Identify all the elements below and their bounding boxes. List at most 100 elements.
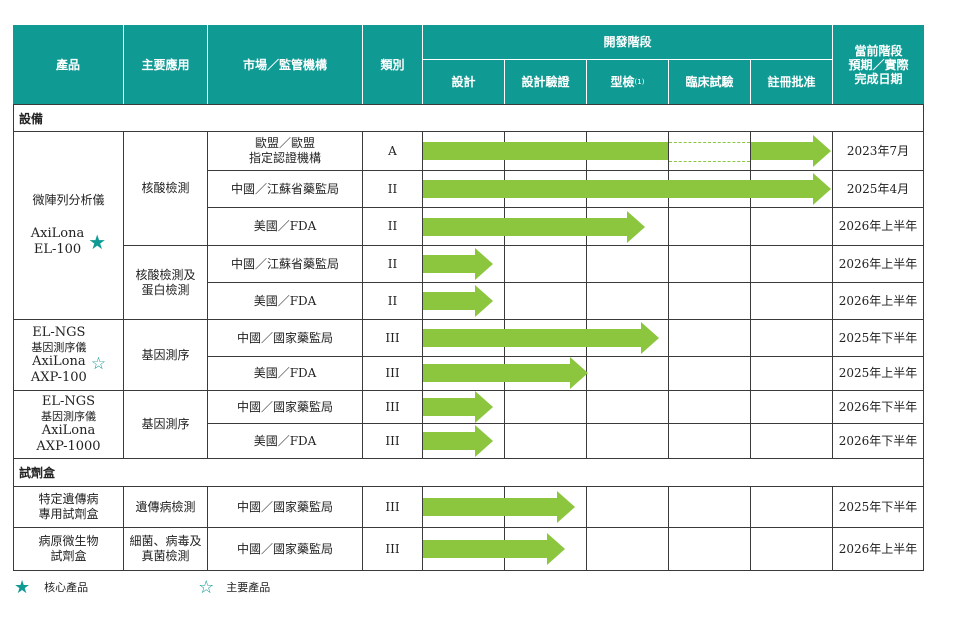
kit-genetic-l2: 專用試劑盒	[38, 507, 99, 521]
legend: ★ 核心產品 ☆ 主要產品	[14, 576, 344, 598]
row-category: II	[387, 181, 398, 196]
row-category: II	[387, 219, 398, 233]
legend-core-label: 核心產品	[44, 581, 89, 594]
product-axp1000-l3: AxiLona	[41, 423, 96, 438]
key-product-star-icon: ☆	[90, 353, 107, 374]
progress-dashed-segment	[669, 142, 750, 162]
row-market: 美國／FDA	[253, 433, 317, 448]
row-date: 2025年下半年	[838, 330, 918, 345]
row-market: 歐盟／歐盟 指定認證機構	[208, 132, 362, 170]
kit-genetic-l1: 特定遺傳病	[38, 492, 99, 506]
progress-arrow	[423, 357, 588, 389]
row-date: 2026年上半年	[838, 541, 918, 556]
row-date: 2026年上半年	[838, 256, 918, 271]
row-category: II	[387, 256, 398, 271]
product-el100: 微陣列分析儀 AxiLona EL-100 ★	[14, 132, 123, 319]
core-product-star-icon: ★	[88, 229, 107, 254]
legend-core-star-icon: ★	[14, 576, 31, 598]
row-market: 美國／FDA	[253, 219, 317, 233]
legend-key-star-icon: ☆	[198, 576, 215, 598]
progress-arrow	[423, 285, 493, 317]
row-category: III	[385, 366, 400, 380]
row-market: 中國／江蘇省藥監局	[230, 256, 339, 271]
current-stage-line2: 預期／實際	[848, 57, 909, 72]
row-date: 2026年上半年	[838, 219, 918, 233]
row-market-l1: 歐盟／歐盟	[254, 136, 315, 150]
row-market: 中國／國家藥監局	[236, 399, 333, 414]
row-market: 中國／國家藥監局	[236, 499, 333, 514]
app-genetic-disease: 遺傳病檢測	[135, 499, 196, 514]
product-el100-en-name-2: EL-100	[33, 242, 82, 257]
product-axp100-l2: 基因測序儀	[31, 340, 87, 354]
current-stage-line3: 完成日期	[854, 71, 903, 86]
app-nucleic-acid: 核酸檢測	[141, 181, 190, 195]
app-sequencing-2: 基因測序	[141, 417, 190, 431]
header-stage-type-test: 型檢 (1)	[587, 60, 668, 104]
row-market: 中國／國家藥監局	[236, 330, 333, 345]
row-market: 中國／國家藥監局	[236, 541, 333, 556]
section-kits: 試劑盒	[19, 466, 56, 480]
header-dev-stage: 開發階段	[423, 25, 832, 59]
row-date: 2025年上半年	[838, 366, 918, 380]
app-nucleic-protein-l2: 蛋白檢測	[141, 282, 190, 297]
row-date: 2025年4月	[846, 181, 910, 196]
progress-arrow	[423, 211, 645, 243]
progress-arrow	[751, 135, 831, 167]
row-category: III	[385, 433, 400, 448]
row-category: II	[387, 293, 398, 308]
row-date: 2023年7月	[846, 143, 910, 158]
app-sequencing-1: 基因測序	[141, 347, 190, 362]
progress-arrow	[423, 533, 565, 565]
header-stage-design: 設計	[423, 60, 504, 104]
app-pathogen-l2: 真菌檢測	[141, 549, 190, 563]
section-equipment: 設備	[19, 112, 44, 126]
progress-arrow	[423, 491, 575, 523]
header-market: 市場／監管機構	[208, 25, 362, 104]
app-pathogen-l1: 細菌、病毒及	[129, 534, 202, 548]
progress-arrow	[423, 391, 493, 423]
app-nucleic-protein: 核酸檢測及 蛋白檢測	[124, 246, 207, 319]
app-nucleic-protein-l1: 核酸檢測及	[135, 267, 196, 282]
product-el100-en-name-1: AxiLona	[30, 226, 85, 241]
row-market: 美國／FDA	[253, 366, 317, 380]
progress-arrow	[423, 425, 493, 457]
legend-key-label: 主要產品	[226, 581, 271, 594]
header-product: 產品	[13, 25, 123, 104]
row-category: III	[385, 541, 400, 556]
header-stage-registration: 註冊批准	[751, 60, 832, 104]
row-date: 2026年上半年	[838, 293, 918, 308]
row-market-l2: 指定認證機構	[248, 151, 321, 165]
progress-arrow	[423, 248, 493, 280]
row-category: A	[388, 143, 397, 158]
row-category: III	[385, 330, 400, 345]
row-category: III	[385, 399, 400, 414]
app-pathogen: 細菌、病毒及 真菌檢測	[124, 528, 207, 570]
product-axp100: EL-NGS 基因測序儀 AxiLona AXP-100 ☆	[14, 320, 123, 390]
progress-arrow	[423, 322, 659, 354]
kit-genetic: 特定遺傳病 專用試劑盒	[14, 487, 123, 527]
product-el100-cn-name: 微陣列分析儀	[32, 193, 105, 207]
row-market: 中國／江蘇省藥監局	[230, 181, 339, 196]
progress-arrow	[423, 173, 831, 205]
header-stage-design-verification: 設計驗證	[505, 60, 586, 104]
header-stage-clinical-trial: 臨床試驗	[669, 60, 750, 104]
kit-pathogen-l2: 試劑盒	[50, 549, 87, 563]
product-axp1000-l2: 基因測序儀	[41, 410, 96, 423]
product-axp1000: EL-NGS 基因測序儀 AxiLona AXP-1000	[14, 391, 123, 458]
product-axp1000-l1: EL-NGS	[41, 394, 96, 409]
stage-type-test-label: 型檢	[610, 75, 635, 89]
product-axp100-l4: AXP-100	[30, 369, 87, 385]
kit-pathogen-l1: 病原微生物	[38, 534, 99, 548]
row-market: 美國／FDA	[253, 293, 317, 308]
progress-arrow	[423, 135, 668, 167]
product-axp1000-l4: AXP-1000	[36, 439, 101, 454]
row-date: 2025年下半年	[838, 499, 918, 514]
current-stage-line1: 當前階段	[854, 43, 903, 58]
row-date: 2026年下半年	[838, 433, 918, 448]
header-application: 主要應用	[124, 25, 207, 104]
header-category: 類別	[363, 25, 422, 104]
row-category: III	[385, 499, 400, 514]
kit-pathogen: 病原微生物 試劑盒	[14, 528, 123, 570]
header-current-stage: 當前階段 預期／實際 完成日期	[833, 25, 924, 104]
product-axp100-l1: EL-NGS	[32, 324, 86, 340]
